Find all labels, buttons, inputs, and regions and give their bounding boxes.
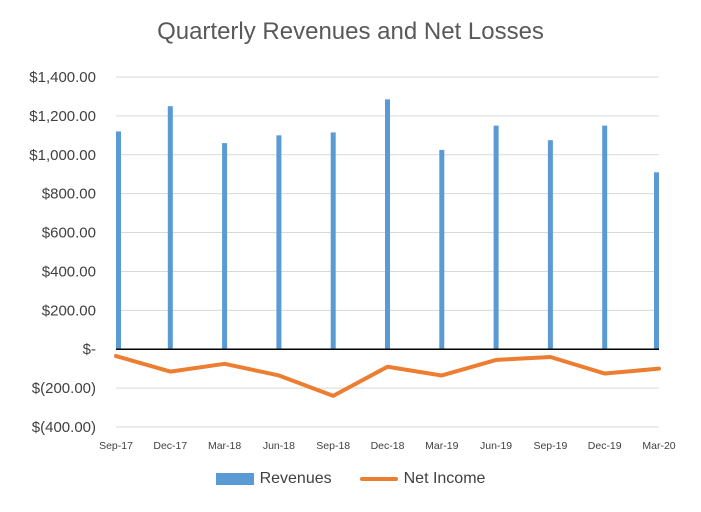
x-tick-label: Sep-19 [533, 440, 567, 452]
revenue-bar [385, 99, 390, 350]
y-tick-label: $600.00 [42, 225, 96, 242]
revenue-bar [330, 132, 336, 350]
legend-label-revenues: Revenues [259, 470, 332, 487]
revenue-bar [602, 125, 608, 350]
revenue-bar [654, 172, 659, 350]
revenue-bar [222, 143, 228, 350]
revenue-bar [547, 140, 553, 350]
y-tick-label: $(400.00) [32, 419, 96, 436]
revenue-bar [493, 125, 499, 350]
y-tick-label: $800.00 [42, 186, 96, 203]
y-tick-label: $1,200.00 [29, 108, 96, 125]
x-tick-label: Jun-18 [263, 440, 295, 452]
y-tick-label: $200.00 [42, 302, 96, 319]
x-tick-label: Sep-18 [316, 440, 350, 452]
x-tick-label: Mar-19 [425, 440, 458, 452]
y-tick-label: $400.00 [42, 263, 96, 280]
y-tick-label: $- [83, 341, 96, 358]
revenue-bar [276, 135, 282, 350]
net-income-line [114, 354, 661, 398]
revenue-bar [116, 131, 121, 350]
x-tick-label: Dec-19 [588, 440, 622, 452]
chart-title: Quarterly Revenues and Net Losses [157, 18, 544, 45]
x-tick-label: Mar-20 [642, 440, 675, 452]
y-tick-label: $1,000.00 [29, 147, 96, 164]
legend-swatch-revenues [215, 473, 254, 485]
y-tick-label: $1,400.00 [29, 69, 96, 86]
x-tick-label: Dec-18 [371, 440, 405, 452]
x-tick-label: Mar-18 [208, 440, 241, 452]
legend-label-net-income: Net Income [403, 470, 486, 487]
legend: Revenues Net Income [0, 470, 701, 488]
y-tick-label: $(200.00) [32, 380, 96, 397]
legend-swatch-net-income [359, 477, 398, 481]
x-tick-label: Dec-17 [153, 440, 187, 452]
x-tick-label: Sep-17 [99, 440, 133, 452]
revenue-bar [167, 106, 173, 350]
legend-item-revenues: Revenues [215, 470, 332, 488]
x-tick-label: Jun-19 [480, 440, 512, 452]
revenue-bar [439, 149, 445, 350]
legend-item-net-income: Net Income [359, 470, 486, 488]
